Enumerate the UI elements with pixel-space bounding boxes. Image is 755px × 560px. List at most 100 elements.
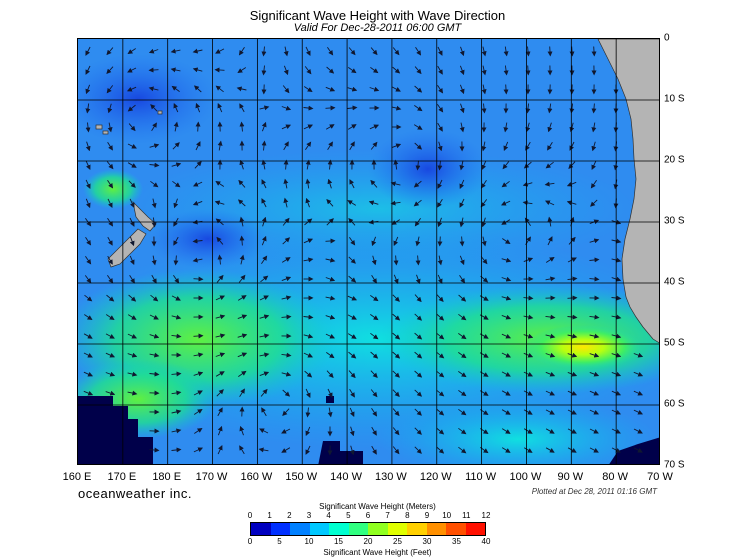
longitude-label: 140 W <box>330 471 362 483</box>
wave-arrow <box>282 408 290 417</box>
wave-arrow <box>239 159 245 170</box>
wave-arrow <box>501 257 512 263</box>
wave-arrow <box>458 294 467 302</box>
wave-arrow <box>437 65 443 75</box>
wave-arrow <box>106 47 114 56</box>
legend-swatch <box>426 523 446 535</box>
wave-arrow <box>458 333 467 340</box>
wave-arrow <box>239 235 245 246</box>
wave-arrow <box>589 447 599 453</box>
wave-arrow <box>84 314 93 321</box>
wave-arrow <box>523 161 532 169</box>
wave-arrow <box>437 179 443 189</box>
wave-arrow <box>348 351 357 359</box>
wave-arrow <box>413 199 422 207</box>
wave-arrow <box>369 124 380 130</box>
wave-arrow <box>370 295 379 302</box>
wave-arrow <box>436 294 444 303</box>
wave-arrow <box>392 332 401 340</box>
wave-arrow <box>459 122 465 133</box>
wave-arrow <box>347 333 357 339</box>
wave-arrow <box>567 295 578 301</box>
wave-arrow <box>239 445 245 455</box>
wave-arrow <box>414 427 422 435</box>
wave-arrow <box>458 427 467 435</box>
wave-arrow <box>415 46 422 56</box>
wave-arrow <box>127 162 137 168</box>
legend-meter-tick: 3 <box>306 511 312 520</box>
wave-arrow <box>393 255 399 266</box>
wave-arrow <box>414 294 422 303</box>
wave-arrow <box>237 352 248 358</box>
legend-swatch <box>348 523 368 535</box>
wave-arrow <box>547 141 553 151</box>
wave-arrow <box>303 352 314 358</box>
wave-arrow <box>172 180 181 188</box>
wave-arrow <box>261 255 268 264</box>
wave-arrow <box>589 314 600 320</box>
wave-arrow <box>325 238 336 244</box>
longitude-label: 180 E <box>152 471 182 483</box>
wave-arrow <box>84 275 92 284</box>
wave-arrow <box>127 333 138 339</box>
wave-arrow <box>192 200 203 206</box>
wave-arrow <box>370 67 379 74</box>
wave-arrow <box>523 428 533 434</box>
wave-arrow <box>128 180 136 188</box>
wave-arrow <box>173 198 179 209</box>
wave-arrow <box>371 236 377 247</box>
wave-arrow <box>414 370 423 378</box>
legend-feet-tick: 30 <box>422 537 432 546</box>
wave-arrow <box>259 428 269 434</box>
wave-arrow <box>437 122 443 132</box>
wave-arrow <box>305 445 311 455</box>
legend-swatch <box>251 523 271 535</box>
wave-arrow <box>148 67 159 73</box>
legend-meter-tick: 9 <box>424 511 430 520</box>
wave-arrow <box>150 104 158 112</box>
wave-arrow <box>107 122 113 133</box>
wave-arrow <box>545 333 556 339</box>
wave-arrow <box>193 408 203 415</box>
wave-arrow <box>390 181 401 187</box>
wave-arrow <box>525 122 531 133</box>
wave-arrow <box>589 257 600 263</box>
wave-arrow <box>171 390 182 396</box>
wave-arrow <box>149 162 160 168</box>
wave-arrow <box>83 352 93 358</box>
wave-arrow <box>501 409 511 415</box>
wave-arrow <box>107 141 113 151</box>
wave-arrow <box>590 180 597 189</box>
wave-arrow <box>371 255 377 266</box>
wave-arrow <box>503 122 509 133</box>
latitude-label: 50 S <box>664 337 685 349</box>
wave-arrow <box>523 314 534 320</box>
wave-arrow <box>171 295 181 301</box>
wave-arrow <box>107 275 114 284</box>
wave-arrow <box>260 388 268 397</box>
wave-arrow <box>347 124 357 130</box>
wave-arrow <box>393 159 399 170</box>
wave-arrow <box>392 427 400 436</box>
wave-arrow <box>215 371 225 377</box>
wave-arrow <box>501 447 511 453</box>
wave-arrow <box>371 274 377 284</box>
wave-arrow <box>216 274 224 283</box>
wave-arrow <box>85 160 91 171</box>
wave-arrow <box>171 333 182 339</box>
wave-arrow <box>283 65 289 76</box>
wave-arrow <box>545 276 556 282</box>
wave-arrow <box>459 160 465 171</box>
wave-arrow <box>193 447 204 453</box>
wave-arrow <box>327 159 333 170</box>
wave-arrow <box>85 65 91 75</box>
wave-arrow <box>327 178 333 189</box>
wave-arrow <box>238 47 245 56</box>
wave-arrow <box>567 276 578 282</box>
wave-arrow <box>237 199 246 207</box>
wave-arrow <box>173 275 180 284</box>
wave-arrow <box>237 314 248 320</box>
wave-arrow <box>523 447 533 453</box>
wave-arrow <box>347 295 358 301</box>
wave-arrow <box>85 256 92 265</box>
